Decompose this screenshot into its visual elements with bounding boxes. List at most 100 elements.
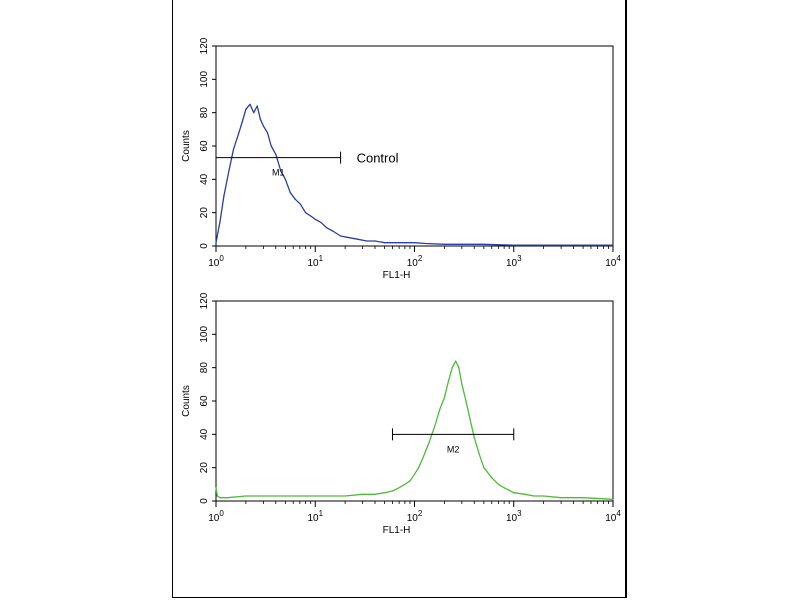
- chart-panel-1: 0 20 40 60 80 100 120 100 101 102 103 104 FL1-H Count…: [181, 37, 621, 281]
- data-point: [524, 493, 526, 495]
- data-point: [223, 195, 225, 197]
- data-point: [314, 218, 316, 220]
- data-point: [612, 498, 614, 500]
- data-point: [310, 215, 312, 217]
- data-point: [266, 132, 269, 134]
- y-tick-label: 120: [199, 37, 210, 54]
- data-point: [357, 238, 359, 240]
- histogram-line: [215, 360, 614, 500]
- histogram-line: [215, 103, 613, 246]
- data-point: [256, 105, 258, 107]
- data-point: [332, 495, 334, 497]
- data-point: [469, 417, 471, 419]
- data-point: [461, 243, 463, 245]
- data-point: [465, 400, 467, 402]
- plot-frame: [215, 45, 614, 247]
- chart-panel-2: 0 20 40 60 80 100 120 100 101 102 103 104 FL1-H Count…: [181, 292, 621, 536]
- y-tick-label: 0: [199, 243, 210, 249]
- data-point: [253, 112, 255, 114]
- data-point: [428, 442, 430, 444]
- data-point: [483, 243, 485, 245]
- data-point: [228, 170, 230, 172]
- data-point: [458, 367, 460, 369]
- x-tick-label: 100: [208, 254, 224, 269]
- data-point: [215, 242, 217, 244]
- data-point: [425, 242, 427, 245]
- y-tick-label: 80: [199, 107, 210, 119]
- data-point: [404, 483, 406, 485]
- data-point: [443, 397, 445, 399]
- data-point: [395, 242, 397, 244]
- y-tick-label: 20: [199, 207, 210, 219]
- x-tick-label: 102: [407, 254, 423, 269]
- data-point: [473, 437, 475, 439]
- data-point: [339, 235, 342, 237]
- x-axis-label: FL1-H: [383, 270, 411, 281]
- x-tick-label: 101: [307, 254, 323, 269]
- data-point: [238, 132, 240, 134]
- y-tick-label: 120: [199, 292, 210, 309]
- data-point: [533, 495, 535, 497]
- data-point: [245, 495, 247, 497]
- data-point: [270, 145, 272, 147]
- data-point: [443, 243, 445, 245]
- data-point: [497, 483, 499, 485]
- data-point: [362, 493, 364, 495]
- y-tick-label: 0: [199, 498, 210, 504]
- data-point: [284, 495, 286, 497]
- data-point: [245, 108, 247, 110]
- data-point: [491, 477, 493, 479]
- data-point: [305, 212, 307, 214]
- data-point: [219, 497, 221, 499]
- data-point: [314, 495, 316, 497]
- data-point: [280, 170, 282, 172]
- data-point: [384, 242, 386, 244]
- data-point: [418, 467, 420, 469]
- data-point: [543, 244, 545, 246]
- data-point: [332, 230, 334, 232]
- data-point: [582, 244, 584, 246]
- x-tick-label: 102: [407, 509, 423, 524]
- data-point: [384, 492, 386, 494]
- y-tick-label: 100: [199, 71, 210, 88]
- data-point: [241, 120, 244, 122]
- y-tick-label: 40: [199, 173, 210, 185]
- x-tick-label: 100: [208, 509, 224, 524]
- data-point: [289, 192, 291, 194]
- data-point: [404, 242, 406, 244]
- data-point: [461, 383, 463, 385]
- y-axis-label: Counts: [181, 385, 192, 417]
- data-point: [325, 227, 328, 229]
- data-point: [582, 497, 584, 499]
- data-point: [612, 244, 614, 246]
- data-point: [421, 458, 423, 460]
- y-axis-label: Counts: [181, 130, 192, 162]
- y-tick-label: 20: [199, 462, 210, 474]
- figure-frame: [172, 0, 627, 598]
- y-tick-label: 100: [199, 326, 210, 343]
- data-point: [374, 240, 376, 242]
- data-point: [503, 487, 505, 489]
- marker-label: M2: [447, 444, 460, 454]
- data-point: [483, 467, 485, 469]
- data-point: [232, 148, 235, 150]
- data-point: [216, 495, 218, 497]
- x-axis-label: FL1-H: [383, 525, 411, 536]
- y-tick-label: 60: [199, 140, 210, 152]
- y-tick-label: 80: [199, 362, 210, 374]
- x-tick-label: 101: [307, 509, 323, 524]
- data-point: [226, 497, 228, 499]
- data-point: [560, 497, 562, 499]
- data-point: [543, 495, 545, 497]
- data-point: [215, 487, 217, 489]
- data-point: [305, 495, 307, 497]
- data-point: [219, 220, 221, 222]
- data-point: [374, 493, 376, 495]
- data-point: [299, 203, 302, 205]
- data-point: [409, 480, 411, 482]
- data-point: [434, 425, 436, 427]
- x-tick-label: 104: [605, 254, 621, 269]
- data-point: [259, 118, 261, 120]
- y-tick-label: 40: [199, 428, 210, 440]
